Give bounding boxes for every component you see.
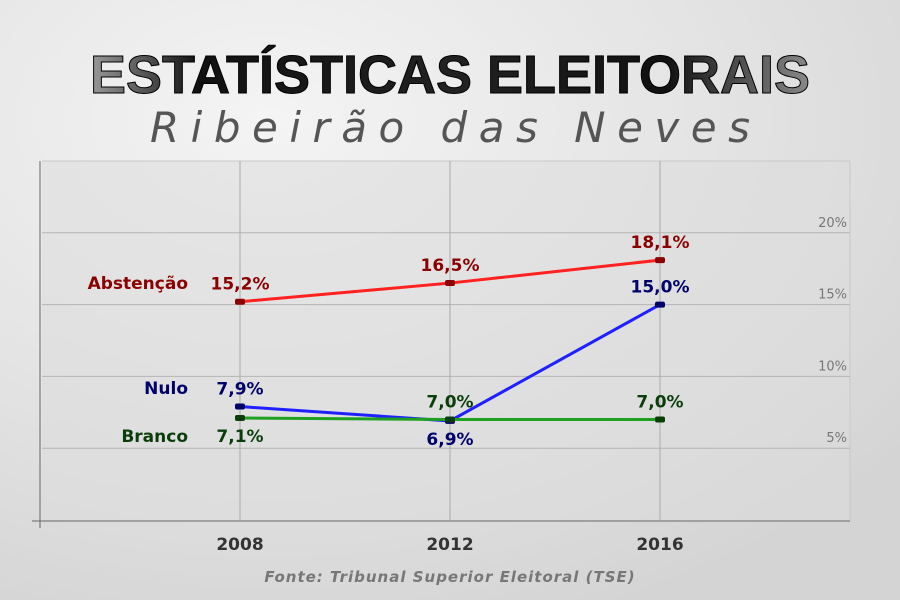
data-point <box>445 416 455 423</box>
data-label: 7,0% <box>426 392 473 412</box>
y-tick-label: 20% <box>818 216 847 231</box>
y-tick-label: 10% <box>818 359 847 374</box>
series-name-label: Abstenção <box>88 274 188 294</box>
data-point <box>655 257 665 264</box>
data-point <box>655 301 665 308</box>
source-note: Fonte: Tribunal Superior Eleitoral (TSE) <box>264 568 635 586</box>
data-label: 15,0% <box>631 278 690 298</box>
page-title: ESTATÍSTICAS ELEITORAIS <box>90 45 810 105</box>
x-tick-label: 2016 <box>636 535 683 555</box>
data-label: 6,9% <box>426 430 473 450</box>
data-point <box>655 416 665 423</box>
y-tick-label: 15% <box>818 288 847 303</box>
series-name-label: Branco <box>121 427 188 447</box>
x-tick-label: 2008 <box>216 535 263 555</box>
plot-area <box>42 161 850 521</box>
x-tick-label: 2012 <box>426 535 473 555</box>
data-label: 7,0% <box>636 392 683 412</box>
data-label: 18,1% <box>631 233 690 253</box>
data-point <box>235 415 245 422</box>
data-label: 7,9% <box>216 380 263 400</box>
page-subtitle: Ribeirão das Neves <box>150 103 750 152</box>
data-label: 15,2% <box>211 275 270 295</box>
y-tick-label: 5% <box>826 431 847 446</box>
data-label: 16,5% <box>421 256 480 276</box>
data-point <box>235 403 245 410</box>
data-label: 7,1% <box>216 427 263 447</box>
series-name-label: Nulo <box>144 379 188 399</box>
data-point <box>445 280 455 287</box>
data-point <box>235 298 245 305</box>
